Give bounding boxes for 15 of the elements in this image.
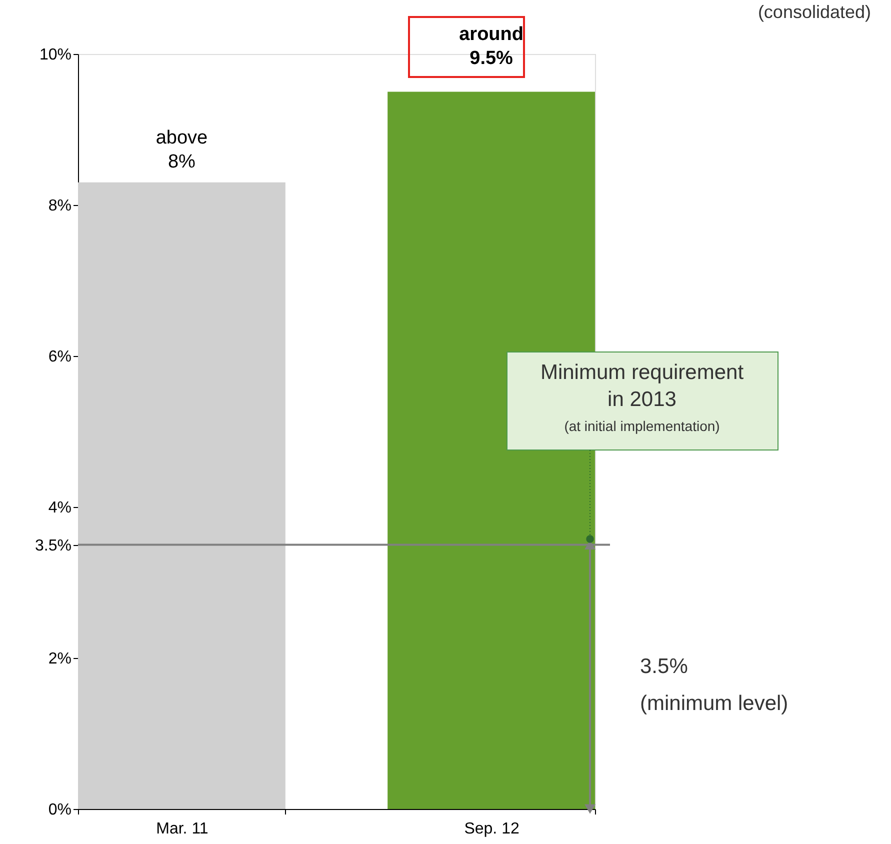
y-tick-label: 4% — [48, 500, 72, 516]
annotation: above 8% — [156, 127, 208, 172]
y-tick-label: 0% — [48, 802, 72, 818]
annotation: around 9.5% — [459, 24, 524, 69]
text: (consolidated) — [758, 2, 871, 22]
y-tick-label: 6% — [48, 348, 72, 366]
y-tick-label: 2% — [48, 650, 72, 668]
y-tick-label: 8% — [48, 198, 72, 214]
y-tick-label: 10% — [39, 46, 72, 64]
text: 3.5% (minimum level) — [640, 655, 788, 715]
annotation: Minimum requirement in 2013 — [540, 361, 744, 411]
x-tick-label: Mar. 11 — [156, 820, 208, 838]
y-tick-label: 3.5% — [35, 537, 72, 554]
x-tick-label: Sep. 12 — [464, 820, 520, 838]
annotation: (at initial implementation) — [564, 418, 720, 434]
